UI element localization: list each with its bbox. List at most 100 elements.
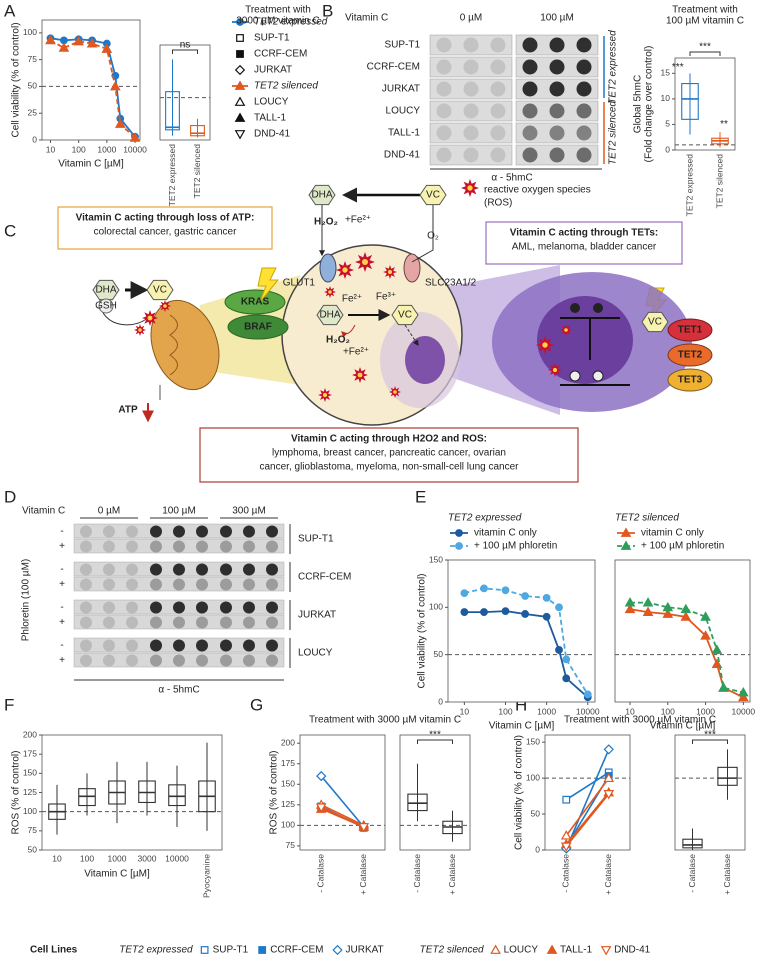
- blot-dot: [173, 540, 185, 553]
- legend-label: vitamin C only: [641, 528, 704, 539]
- diagram-label: TET1: [678, 325, 703, 336]
- blot-dot: [243, 563, 255, 576]
- data-point: [700, 630, 711, 640]
- blot-dot: [173, 601, 185, 614]
- box-body: [717, 766, 738, 786]
- x-tick-label: + Catalase: [358, 854, 368, 895]
- molecule: [641, 311, 669, 333]
- y-tick-label: 75: [28, 54, 38, 64]
- x-axis-label: Vitamin C [µM]: [650, 721, 716, 732]
- blot-row-label: TALL-1: [388, 128, 420, 139]
- box-body: [190, 125, 205, 137]
- mitochondrion: [150, 299, 220, 391]
- blot-dot: [150, 654, 162, 667]
- chart-title: Treatment with: [672, 5, 738, 16]
- blot-dot: [463, 37, 479, 53]
- data-point: [603, 790, 615, 800]
- blot-dot: [243, 525, 255, 538]
- y-axis-label: Cell viability (% of control): [417, 573, 428, 688]
- diagram-label: Fe²⁺: [342, 294, 362, 305]
- blot-dot: [126, 578, 138, 591]
- plot-area: [447, 559, 596, 703]
- data-point: [86, 38, 98, 48]
- sign-label: -: [60, 640, 63, 651]
- pair-line: [565, 771, 610, 801]
- blot-dot: [173, 525, 185, 538]
- legend-marker: [620, 527, 632, 537]
- x-tick-label: 1000: [696, 706, 715, 716]
- diagram-label: TET3: [678, 375, 703, 386]
- pair-line: [565, 777, 610, 837]
- ros-core: [328, 290, 332, 294]
- blot-dot: [80, 639, 92, 652]
- data-point: [73, 35, 84, 46]
- chart-title: Treatment with 3000 µM vitamin C: [564, 715, 716, 726]
- diagram-label: Fe³⁺: [376, 292, 396, 303]
- blot-dot: [266, 578, 278, 591]
- legend-label: + 100 µM phloretin: [474, 541, 557, 552]
- blot-condition: 0 µM: [98, 506, 120, 517]
- x-tick-label: - Catalase: [412, 854, 422, 893]
- data-point: [642, 597, 654, 607]
- legend-marker: [200, 946, 209, 954]
- y-tick-label: 200: [281, 737, 295, 747]
- blot-dot: [80, 525, 92, 538]
- blot-dot: [220, 525, 232, 538]
- sign-label: -: [60, 526, 63, 537]
- group-label: TET2 silenced: [608, 101, 619, 165]
- plot-area: [159, 44, 211, 141]
- blot-dot: [80, 540, 92, 553]
- legend-label: LOUCY: [254, 97, 289, 108]
- annotation: ***: [429, 730, 441, 741]
- data-point: [642, 606, 654, 616]
- data-point: [58, 42, 70, 52]
- molecule: [316, 304, 344, 326]
- series-line: [630, 601, 744, 694]
- legend-group: TET2 silenced: [420, 945, 484, 956]
- legend-marker: [236, 50, 244, 58]
- chart-title: TET2 silenced: [615, 513, 679, 524]
- data-point: [555, 603, 563, 612]
- data-point: [460, 608, 469, 616]
- blot-condition: 100 µM: [540, 13, 574, 24]
- legend-label: JURKAT: [254, 65, 292, 76]
- callout-text: colorectal cancer, gastric cancer: [94, 227, 238, 238]
- blot-dot: [196, 540, 208, 553]
- legend-marker: [234, 112, 246, 122]
- blot-dot: [196, 616, 208, 629]
- diagram-label: (ROS): [484, 198, 512, 209]
- legend-marker: [332, 944, 343, 956]
- blot-dot: [80, 563, 92, 576]
- x-tick-label: 1000: [537, 706, 556, 716]
- data-point: [45, 34, 56, 45]
- x-tick-label: TET2 expressed: [684, 154, 694, 217]
- blot-dot: [576, 37, 592, 53]
- blot-dot: [549, 81, 565, 97]
- blot-strip: [429, 56, 513, 78]
- diagram-label: H₂O₂: [326, 335, 350, 346]
- y-axis-label: (Fold change over control): [644, 46, 655, 163]
- blot-row-label: CCRF-CEM: [367, 62, 420, 73]
- data-point: [555, 646, 563, 654]
- legend-marker: [620, 540, 632, 550]
- panel-label: C: [4, 221, 16, 240]
- pair-line: [320, 804, 365, 827]
- chart-title: 100 µM vitamin C: [666, 16, 744, 27]
- y-tick-label: 150: [281, 779, 295, 789]
- molecule: [146, 279, 174, 301]
- blot-dot: [436, 125, 452, 141]
- pair-line: [320, 806, 365, 828]
- box-body: [681, 83, 699, 120]
- blot-header: Vitamin C: [22, 506, 65, 517]
- legend-marker: [258, 946, 267, 954]
- blot-dot: [220, 540, 232, 553]
- blot-dot: [80, 654, 92, 667]
- blot-dot: [576, 125, 592, 141]
- arrow: [404, 324, 419, 347]
- x-tick-label: 10000: [123, 144, 147, 154]
- y-tick-label: 125: [23, 787, 37, 797]
- panel-label: A: [4, 1, 16, 20]
- blot-dot: [266, 525, 278, 538]
- diagram-label: BRAF: [244, 322, 272, 333]
